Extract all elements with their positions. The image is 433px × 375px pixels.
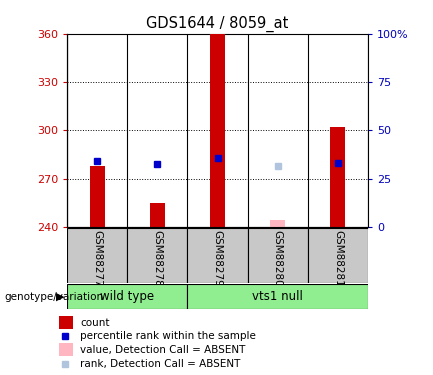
Bar bbox=[270, 222, 285, 227]
Bar bbox=[90, 166, 105, 227]
Bar bbox=[210, 34, 225, 227]
Text: GSM88277: GSM88277 bbox=[92, 230, 102, 287]
Bar bbox=[308, 228, 368, 283]
Bar bbox=[270, 220, 285, 227]
Text: percentile rank within the sample: percentile rank within the sample bbox=[80, 332, 256, 341]
Text: GSM88278: GSM88278 bbox=[152, 230, 162, 287]
Bar bbox=[187, 228, 248, 283]
Title: GDS1644 / 8059_at: GDS1644 / 8059_at bbox=[146, 16, 289, 32]
Bar bbox=[59, 343, 73, 355]
Text: rank, Detection Call = ABSENT: rank, Detection Call = ABSENT bbox=[80, 359, 241, 369]
Bar bbox=[330, 127, 346, 227]
Bar bbox=[150, 203, 165, 227]
Text: GSM88280: GSM88280 bbox=[273, 230, 283, 287]
Bar bbox=[187, 284, 368, 309]
Bar bbox=[67, 284, 187, 309]
Bar bbox=[59, 316, 73, 329]
Text: vts1 null: vts1 null bbox=[252, 290, 303, 303]
Bar bbox=[127, 228, 187, 283]
Bar bbox=[67, 228, 127, 283]
Text: count: count bbox=[80, 318, 110, 328]
Text: GSM88279: GSM88279 bbox=[213, 230, 223, 287]
Text: wild type: wild type bbox=[100, 290, 154, 303]
Bar bbox=[248, 228, 308, 283]
Text: ▶: ▶ bbox=[55, 292, 64, 302]
Text: value, Detection Call = ABSENT: value, Detection Call = ABSENT bbox=[80, 345, 246, 355]
Text: genotype/variation: genotype/variation bbox=[4, 292, 103, 302]
Text: GSM88281: GSM88281 bbox=[333, 230, 343, 287]
